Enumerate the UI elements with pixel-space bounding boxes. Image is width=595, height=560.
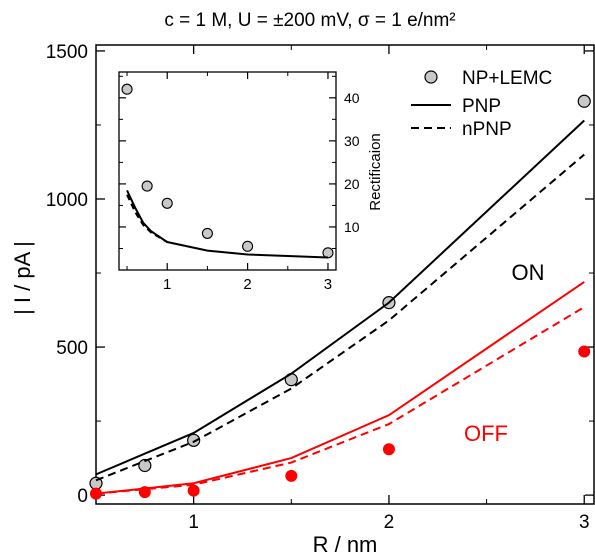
inset-x-tick-label: 1 [163, 276, 171, 293]
off-np-lemc-point [285, 469, 298, 482]
y-tick-label: 0 [77, 486, 88, 507]
on-annotation: ON [512, 260, 545, 285]
on-np-lemc-point [187, 433, 201, 447]
off-pnp-line [95, 281, 585, 495]
y-tick-label: 500 [56, 338, 88, 359]
x-tick-label: 3 [579, 512, 590, 533]
inset-np-lemc-point [161, 197, 173, 209]
inset-npnp-line [126, 194, 168, 243]
x-axis-label: R / nm [313, 532, 378, 557]
inset-frame [118, 71, 337, 271]
inset-y-tick-label: 10 [344, 219, 360, 235]
inset-np-lemc-point [141, 180, 153, 192]
inset-x-tick-label: 3 [324, 276, 332, 293]
off-np-lemc-point [578, 345, 591, 358]
off-npnp-line [95, 306, 585, 495]
inset-y-tick-label: 40 [344, 90, 360, 106]
on-np-lemc-point [138, 458, 152, 473]
x-tick-label: 1 [188, 512, 199, 533]
legend-label: PNP [462, 96, 501, 117]
inset-np-lemc-point [201, 227, 213, 239]
on-np-lemc-point [577, 94, 591, 108]
inset-np-lemc-point [242, 240, 254, 252]
inset-np-lemc-point [322, 247, 334, 259]
y-tick-label: 1000 [46, 190, 88, 211]
plot-frame [95, 44, 595, 505]
legend-marker-np-lemc [424, 70, 438, 84]
inset-y-tick-label: 30 [344, 133, 360, 149]
inset-y-tick-label: 20 [344, 176, 360, 192]
off-np-lemc-point [187, 484, 200, 497]
on-pnp-line [95, 119, 585, 476]
inset-np-lemc-point [121, 83, 133, 95]
inset-y-axis-label: Rectificaion [367, 133, 384, 211]
off-annotation: OFF [464, 421, 508, 446]
x-tick-label: 2 [384, 512, 395, 533]
chart-title: c = 1 M, U = ±200 mV, σ = 1 e/nm² [164, 10, 455, 31]
legend-label: nPNP [462, 119, 512, 140]
inset-plot: 1 2 3 10 20 30 40 Rectificaion [118, 71, 384, 293]
legend-label: NP+LEMC [462, 68, 552, 89]
on-npnp-line [95, 153, 585, 482]
y-axis-label: | I / pA | [10, 241, 35, 315]
y-tick-label: 1500 [46, 42, 88, 63]
off-np-lemc-point [382, 443, 395, 456]
inset-x-tick-label: 2 [243, 276, 251, 293]
